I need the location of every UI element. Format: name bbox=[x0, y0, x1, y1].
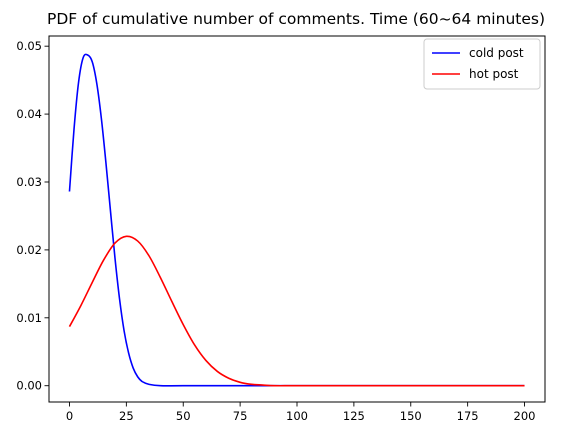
x-tick-label: 150 bbox=[400, 409, 422, 423]
y-tick-label: 0.04 bbox=[16, 107, 42, 121]
legend: cold post hot post bbox=[423, 38, 541, 90]
legend-label-hot-post: hot post bbox=[469, 67, 519, 81]
series-line-hot-post bbox=[68, 235, 525, 387]
chart-title: PDF of cumulative number of comments. Ti… bbox=[47, 10, 545, 28]
x-tick-label: 75 bbox=[233, 409, 248, 423]
x-tick-label: 175 bbox=[457, 409, 479, 423]
x-tick-label: 0 bbox=[66, 409, 73, 423]
plot-frame bbox=[48, 35, 546, 403]
y-tick-label: 0.01 bbox=[16, 311, 42, 325]
y-tick-label: 0.05 bbox=[16, 39, 42, 53]
x-axis: 0 25 50 75 100 125 150 175 200 bbox=[66, 402, 536, 423]
x-tick-label: 100 bbox=[286, 409, 308, 423]
x-tick-label: 125 bbox=[343, 409, 365, 423]
y-tick-label: 0.03 bbox=[16, 175, 42, 189]
y-tick-label: 0.00 bbox=[16, 379, 42, 393]
y-axis: 0.00 0.01 0.02 0.03 0.04 0.05 bbox=[16, 39, 49, 393]
legend-label-cold-post: cold post bbox=[469, 46, 524, 60]
x-tick-label: 50 bbox=[176, 409, 191, 423]
legend-box bbox=[423, 38, 541, 90]
x-tick-label: 200 bbox=[514, 409, 536, 423]
series-line-cold-post bbox=[68, 53, 525, 387]
y-tick-label: 0.02 bbox=[16, 243, 42, 257]
x-tick-label: 25 bbox=[119, 409, 134, 423]
